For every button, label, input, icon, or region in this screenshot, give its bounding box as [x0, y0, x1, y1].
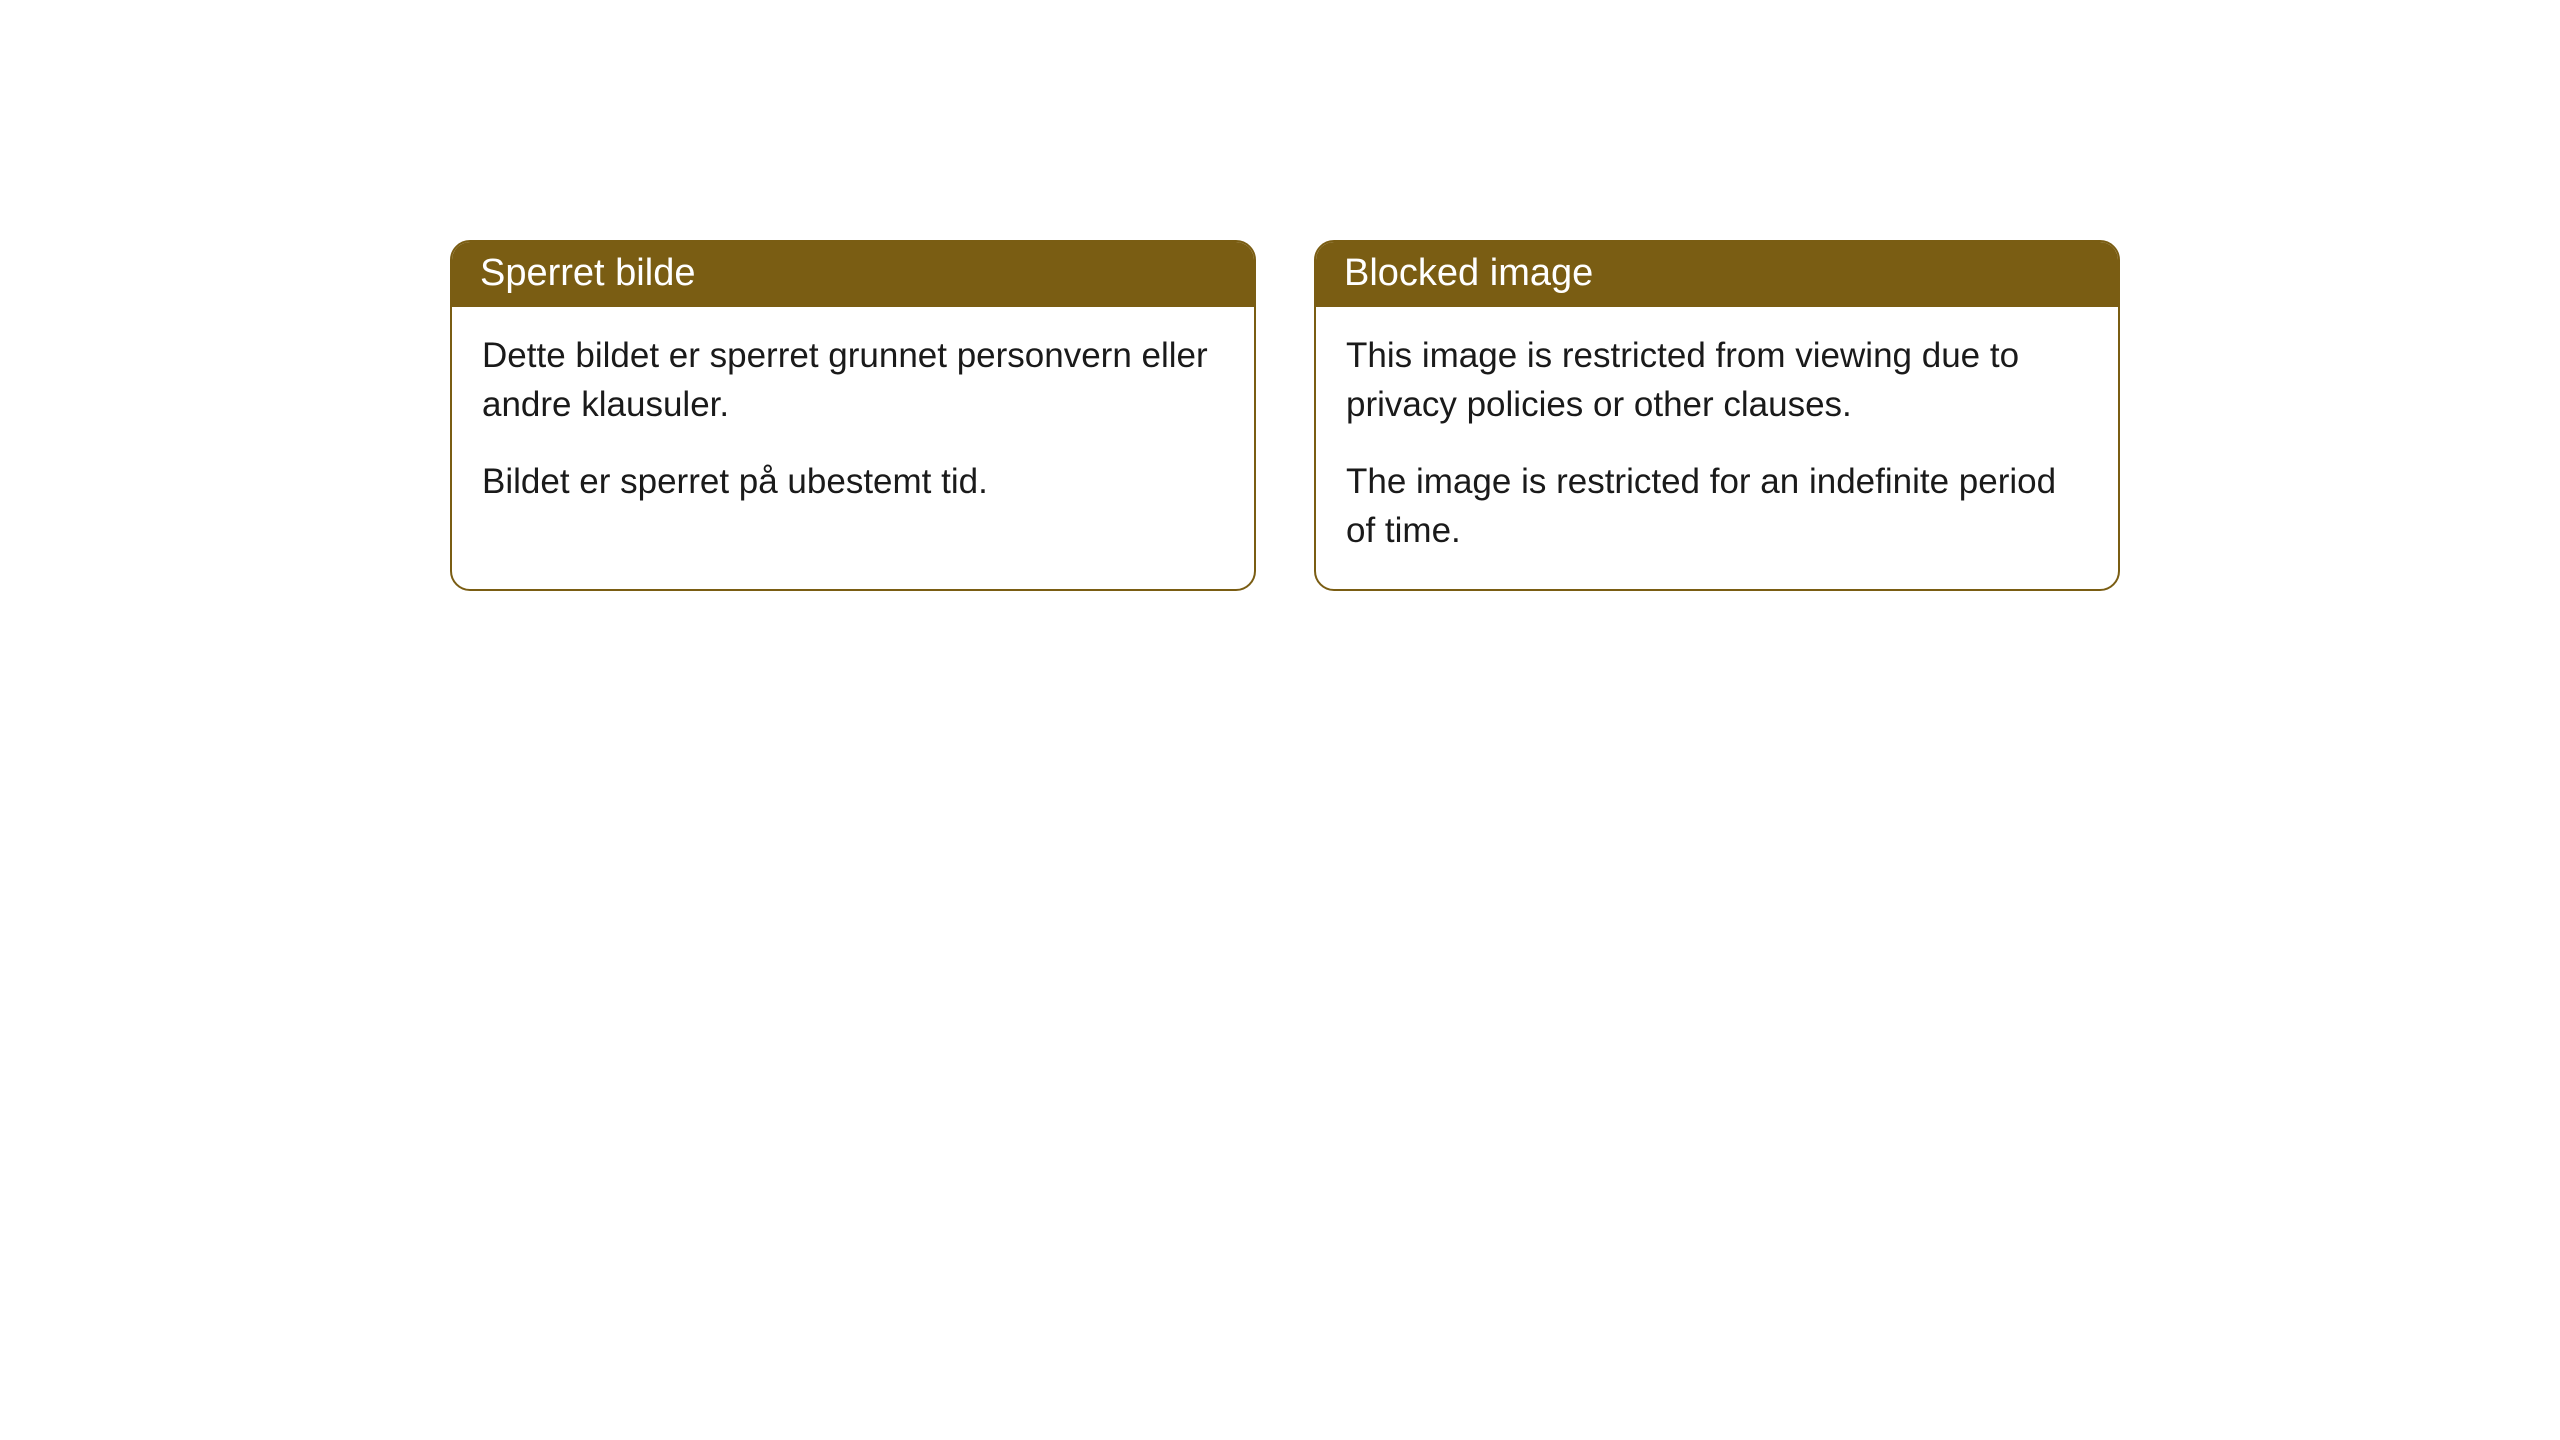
notice-text-line2: The image is restricted for an indefinit…: [1346, 457, 2088, 555]
notice-header-english: Blocked image: [1316, 242, 2118, 307]
notice-body-norwegian: Dette bildet er sperret grunnet personve…: [452, 307, 1254, 540]
notice-card-english: Blocked image This image is restricted f…: [1314, 240, 2120, 591]
notice-card-norwegian: Sperret bilde Dette bildet er sperret gr…: [450, 240, 1256, 591]
notice-body-english: This image is restricted from viewing du…: [1316, 307, 2118, 589]
notice-text-line2: Bildet er sperret på ubestemt tid.: [482, 457, 1224, 506]
notice-text-line1: Dette bildet er sperret grunnet personve…: [482, 331, 1224, 429]
notice-header-norwegian: Sperret bilde: [452, 242, 1254, 307]
notice-text-line1: This image is restricted from viewing du…: [1346, 331, 2088, 429]
notice-container: Sperret bilde Dette bildet er sperret gr…: [450, 240, 2120, 591]
